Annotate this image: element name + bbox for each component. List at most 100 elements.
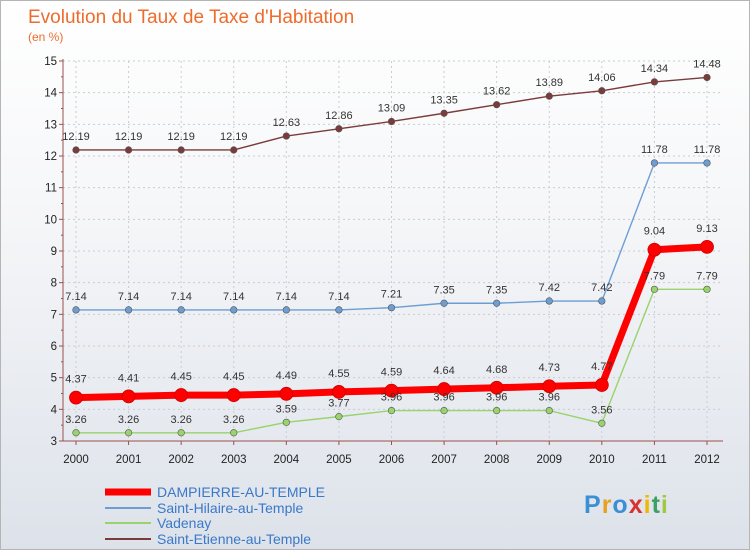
data-label: 4.68 <box>486 364 507 376</box>
y-tick-label: 10 <box>44 214 57 226</box>
data-label: 4.41 <box>118 372 139 384</box>
data-label: 9.04 <box>644 226 665 238</box>
y-tick-label: 15 <box>44 56 57 68</box>
y-tick-label: 13 <box>44 119 57 131</box>
logo-letter: o <box>612 491 629 519</box>
data-point-DAMPIERRE-AU-TEMPLE <box>121 389 136 404</box>
data-label: 7.14 <box>276 291 297 303</box>
data-point-Saint-Etienne-au-Temple <box>387 117 396 126</box>
x-tick-label: 2008 <box>484 454 510 466</box>
data-label: 4.55 <box>328 368 349 380</box>
data-point-Saint-Hilaire-au-Temple <box>177 306 185 314</box>
data-point-Saint-Etienne-au-Temple <box>650 78 659 86</box>
chart-title: Evolution du Taux de Taxe d'Habitation <box>28 7 355 28</box>
data-label: 7.42 <box>539 282 560 294</box>
data-label: 7.35 <box>433 284 454 296</box>
data-point-Saint-Hilaire-au-Temple <box>493 299 501 307</box>
data-point-Vadenay <box>703 285 711 293</box>
data-point-Saint-Hilaire-au-Temple <box>650 159 659 167</box>
logo-letter: x <box>628 491 644 519</box>
logo-letter: P <box>584 491 602 519</box>
data-label: 12.86 <box>325 110 353 122</box>
data-point-Saint-Etienne-au-Temple <box>124 146 133 154</box>
data-label: 3.96 <box>539 392 560 404</box>
data-label: 14.34 <box>641 63 669 75</box>
data-label: 11.78 <box>641 144 668 156</box>
data-point-DAMPIERRE-AU-TEMPLE <box>700 239 714 254</box>
data-point-Saint-Hilaire-au-Temple <box>703 159 711 167</box>
logo-letter: t <box>651 491 661 519</box>
data-point-Vadenay <box>493 407 501 415</box>
data-label: 11.78 <box>694 144 721 156</box>
data-point-Saint-Etienne-au-Temple <box>72 146 80 154</box>
data-point-Saint-Hilaire-au-Temple <box>282 306 290 314</box>
y-tick-label: 3 <box>51 436 57 448</box>
data-point-DAMPIERRE-AU-TEMPLE <box>437 382 451 396</box>
data-label: 14.06 <box>588 72 616 84</box>
data-label: 7.35 <box>486 284 507 296</box>
data-point-DAMPIERRE-AU-TEMPLE <box>542 379 557 394</box>
data-point-Vadenay <box>177 429 185 437</box>
x-tick-label: 2010 <box>589 454 615 466</box>
data-point-DAMPIERRE-AU-TEMPLE <box>647 242 662 257</box>
data-point-Vadenay <box>230 429 238 437</box>
y-tick-label: 12 <box>44 151 57 163</box>
data-point-DAMPIERRE-AU-TEMPLE <box>279 386 294 401</box>
data-label: 4.45 <box>223 371 244 383</box>
data-point-Saint-Hilaire-au-Temple <box>230 306 238 314</box>
legend-label: Saint-Hilaire-au-Temple <box>157 500 303 516</box>
y-tick-label: 11 <box>45 183 57 195</box>
x-tick-label: 2002 <box>168 454 194 466</box>
data-point-Saint-Etienne-au-Temple <box>703 73 711 82</box>
data-point-Saint-Etienne-au-Temple <box>282 132 290 140</box>
data-label: 7.42 <box>591 282 612 294</box>
logo-letter: r <box>601 491 613 519</box>
data-label: 9.13 <box>696 223 717 235</box>
data-point-Vadenay <box>387 407 396 415</box>
data-label: 4.59 <box>381 367 402 379</box>
data-label: 4.77 <box>591 361 612 373</box>
data-label: 4.37 <box>65 374 86 386</box>
data-point-Vadenay <box>282 418 290 426</box>
data-label: 3.26 <box>65 414 86 426</box>
x-tick-label: 2007 <box>431 454 457 466</box>
data-label: 7.14 <box>328 291 349 303</box>
y-tick-label: 4 <box>51 404 58 416</box>
data-label: 7.79 <box>696 270 717 282</box>
data-label: 7.14 <box>118 291 139 303</box>
x-tick-label: 2000 <box>63 454 89 466</box>
x-tick-label: 2003 <box>221 454 247 466</box>
data-point-Saint-Etienne-au-Temple <box>493 101 501 109</box>
data-point-Saint-Hilaire-au-Temple <box>598 297 606 305</box>
data-point-DAMPIERRE-AU-TEMPLE <box>174 388 189 402</box>
data-point-Vadenay <box>545 407 553 415</box>
data-label: 4.49 <box>276 370 297 382</box>
logo-letter: i <box>660 491 669 519</box>
proxiti-logo: Proxiti <box>584 491 669 520</box>
data-label: 3.77 <box>328 398 349 410</box>
data-label: 3.96 <box>486 392 507 404</box>
data-point-Saint-Etienne-au-Temple <box>598 87 606 95</box>
data-label: 3.59 <box>276 403 297 415</box>
legend-label: Vadenay <box>157 515 211 531</box>
legend-label: DAMPIERRE-AU-TEMPLE <box>157 484 325 500</box>
data-label: 7.14 <box>170 291 191 303</box>
y-tick-label: 5 <box>51 373 57 385</box>
data-label: 4.73 <box>539 362 560 374</box>
data-label: 12.19 <box>220 131 248 143</box>
data-point-Saint-Hilaire-au-Temple <box>440 299 448 307</box>
data-label: 3.96 <box>381 392 402 404</box>
data-label: 14.48 <box>693 58 721 70</box>
data-point-Saint-Hilaire-au-Temple <box>335 306 343 314</box>
data-point-DAMPIERRE-AU-TEMPLE <box>69 390 83 405</box>
x-tick-label: 2006 <box>379 454 405 466</box>
y-tick-label: 8 <box>51 278 57 290</box>
data-point-Saint-Etienne-au-Temple <box>440 109 448 117</box>
data-point-Vadenay <box>440 407 448 415</box>
data-label: 13.62 <box>483 86 511 98</box>
data-point-Saint-Etienne-au-Temple <box>545 92 553 100</box>
data-point-Saint-Etienne-au-Temple <box>335 125 343 133</box>
data-point-Saint-Hilaire-au-Temple <box>124 306 133 314</box>
data-label: 4.64 <box>433 365 454 377</box>
